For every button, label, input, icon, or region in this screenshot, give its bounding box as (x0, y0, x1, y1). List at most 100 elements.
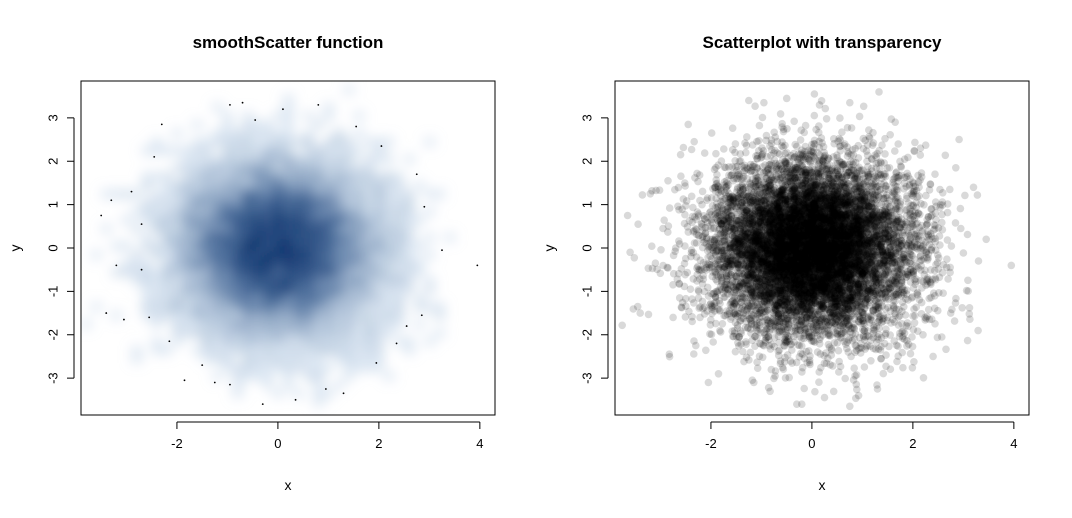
density-cell (171, 336, 183, 347)
density-cell (202, 206, 213, 217)
scatter-point (723, 310, 732, 319)
density-cell (222, 146, 234, 156)
density-cell (131, 206, 143, 217)
density-cell (313, 345, 324, 355)
scatter-point (841, 300, 850, 308)
density-cell (373, 362, 385, 373)
density-cell (252, 250, 264, 260)
density-cell (161, 276, 173, 286)
density-cell (313, 293, 324, 303)
density-cell (383, 154, 395, 165)
scatter-point (865, 285, 874, 294)
density-cell (282, 206, 294, 217)
density-cell (181, 172, 193, 182)
density-cell (272, 128, 284, 138)
density-cell (373, 345, 385, 355)
density-cell (323, 241, 335, 251)
density-cell (282, 310, 294, 321)
y-tick-label: -1 (45, 286, 60, 298)
scatter-point (808, 238, 816, 247)
density-cell (212, 302, 223, 312)
density-cell (414, 241, 425, 251)
density-cell (202, 310, 213, 321)
scatter-point (881, 205, 889, 214)
scatter-point (855, 112, 864, 121)
density-cell (181, 250, 193, 260)
density-cell (101, 189, 112, 199)
scatter-point (807, 286, 816, 295)
scatter-point (877, 216, 886, 224)
density-cell (262, 154, 274, 165)
density-cell (353, 224, 365, 234)
density-cell (232, 189, 244, 199)
density-cell (293, 284, 304, 295)
scatter-point (836, 234, 845, 243)
density-cell (373, 328, 385, 338)
density-cell (192, 241, 203, 251)
density-cell (222, 189, 234, 199)
density-cell (232, 128, 244, 138)
density-cell (242, 224, 254, 234)
density-cell (313, 354, 324, 364)
scatter-point (837, 295, 845, 303)
scatter-point (778, 191, 787, 200)
density-cell (353, 302, 365, 312)
density-cell (303, 180, 314, 191)
scatter-point (776, 252, 784, 260)
density-cell (373, 146, 385, 156)
density-cell (343, 189, 355, 199)
scatter-point (820, 263, 828, 271)
density-cell (212, 336, 223, 347)
density-cell (171, 163, 183, 173)
density-cell (222, 241, 234, 251)
scatter-point (873, 239, 881, 247)
scatter-point (871, 177, 880, 185)
scatter-point (914, 171, 922, 180)
density-cell (363, 241, 375, 251)
scatter-point (815, 256, 824, 264)
density-cell (161, 189, 173, 199)
density-cell (303, 362, 314, 373)
density-cell (333, 267, 345, 277)
scatter-point (767, 231, 776, 239)
density-cell (424, 250, 436, 260)
outlier-point (229, 383, 231, 386)
density-cell (171, 189, 183, 199)
scatter-point (854, 260, 862, 269)
density-cell (343, 198, 355, 208)
scatter-point (745, 264, 753, 273)
density-cell (141, 215, 153, 225)
density-cell (252, 310, 264, 321)
density-cell (303, 215, 314, 225)
density-cell (394, 189, 405, 199)
density-cell (394, 302, 405, 312)
density-cell (323, 293, 335, 303)
scatter-point (855, 266, 863, 275)
density-cell (222, 310, 234, 321)
scatter-point (850, 335, 859, 343)
density-cell (353, 146, 365, 156)
density-cell (232, 388, 244, 399)
scatter-point (771, 264, 779, 272)
scatter-point (785, 295, 793, 304)
scatter-point (831, 268, 839, 276)
density-cell (192, 189, 203, 199)
density-cell (303, 302, 314, 312)
density-cell (252, 232, 264, 243)
density-cell (272, 310, 284, 321)
density-cell (131, 258, 143, 269)
density-cell (363, 206, 375, 217)
scatter-point (679, 143, 688, 152)
density-cell (343, 137, 355, 147)
scatter-point (744, 208, 752, 216)
scatter-point (852, 220, 861, 229)
density-cell (151, 137, 163, 147)
density-cell (323, 276, 335, 286)
scatter-point (665, 204, 674, 212)
density-cell (192, 267, 203, 277)
density-cell (343, 146, 355, 156)
density-cell (222, 258, 234, 269)
density-cell (232, 241, 244, 251)
density-cell (272, 198, 284, 208)
scatter-point (857, 274, 866, 282)
